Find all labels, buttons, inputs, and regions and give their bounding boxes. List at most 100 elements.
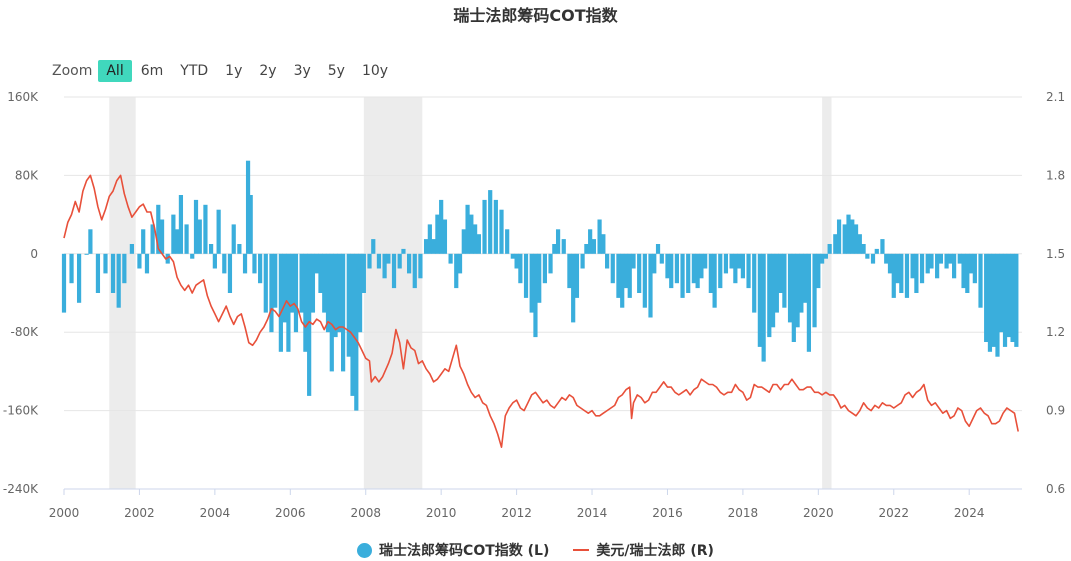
cot-bar [208,244,214,254]
cot-bar [957,253,962,264]
range-button-6m[interactable]: 6m [140,63,164,79]
x-tick-label: 2016 [652,506,683,520]
cot-bar [680,253,685,298]
legend-item-cot[interactable]: 瑞士法郎筹码COT指数 (L) [357,540,549,560]
cot-bar [1006,253,1011,338]
range-button-5y[interactable]: 5y [327,63,345,79]
cot-bar [493,199,498,254]
cot-bar [827,244,832,254]
cot-bar [791,253,796,342]
cot-bar [816,253,821,289]
cot-bar [69,253,74,284]
cot-bar [303,253,308,352]
cot-bar [391,253,397,289]
cot-bar [708,253,713,293]
cot-bar [310,253,316,313]
cot-bar [263,253,268,313]
cot-bar [282,253,287,323]
cot-bar [627,253,632,298]
right-y-axis: 2.1 1.8 1.5 1.2 0.9 0.6 [1046,90,1065,496]
cot-bar [542,253,547,284]
cot-bar [325,253,331,333]
cot-bar [376,253,382,269]
cot-bar [322,253,327,313]
cot-bar [473,224,478,254]
cot-bar [227,253,233,293]
cot-bar [171,214,176,254]
chart-title: 瑞士法郎筹码COT指数 [453,6,618,25]
cot-bar [116,253,121,308]
cot-bar [76,253,82,303]
legend-label-cot: 瑞士法郎筹码COT指数 (L) [379,543,550,559]
x-tick-label: 2000 [49,506,80,520]
range-button-1y[interactable]: 1y [225,63,243,79]
cot-bar [476,234,481,254]
range-button-all[interactable]: All [98,60,132,82]
shaded-period-2 [822,97,832,489]
cot-bar [648,253,653,318]
cot-bar [122,253,127,284]
cot-bar [350,253,355,396]
cot-bar [242,253,248,274]
cot-bar [961,253,966,289]
cot-bar [637,253,642,293]
cot-bar [269,253,274,333]
cot-bar [252,253,257,274]
cot-bar [652,253,657,274]
shaded-periods [109,97,832,489]
right-y-tick-label: 2.1 [1046,90,1065,104]
cot-bar [865,253,870,259]
cot-bar [605,253,610,269]
right-y-tick-label: 1.2 [1046,325,1065,339]
legend-label-usdchf: 美元/瑞士法郎 (R) [596,543,714,559]
cot-bar [914,253,919,293]
cot-bar [435,214,440,254]
cot-bar [803,253,808,303]
left-y-tick-label: -160K [3,404,39,418]
cot-bar [591,239,597,254]
cot-bar [616,253,621,298]
cot-bar [884,253,889,264]
cot-bar [665,253,670,279]
cot-bar [991,253,996,347]
cot-bar [895,253,900,284]
cot-bar [412,253,417,289]
cot-bar [823,253,828,259]
range-button-2y[interactable]: 2y [259,63,277,79]
cot-bar [314,253,319,274]
left-y-tick-label: 0 [30,247,38,261]
cot-bar [695,253,700,289]
cot-bar [84,253,89,255]
cot-bar [631,253,636,269]
cot-bar [361,253,366,293]
cot-bars-series [61,160,1019,411]
cot-bar [165,253,170,264]
usdchf-line-series [63,174,1019,448]
legend: 瑞士法郎筹码COT指数 (L) 美元/瑞士法郎 (R) [0,540,1071,560]
cot-bar [899,253,904,293]
cot-bar [222,253,227,274]
x-tick-label: 2022 [878,506,909,520]
cot-bar [929,253,934,269]
range-button-ytd[interactable]: YTD [180,63,209,79]
x-tick-label: 2010 [426,506,457,520]
cot-bar [465,204,470,254]
cot-bar [984,253,989,342]
cot-bar [552,244,557,254]
cot-bar [357,253,363,333]
cot-bar [137,253,142,269]
cot-bar [935,253,940,279]
cot-bar [904,253,910,298]
x-tick-label: 2006 [275,506,306,520]
legend-item-usdchf[interactable]: 美元/瑞士法郎 (R) [573,540,714,560]
cot-bar [514,253,519,269]
range-button-3y[interactable]: 3y [293,63,311,79]
cot-bar [857,234,862,254]
cot-bar [642,253,647,308]
cot-bar [333,253,338,338]
cot-bar [623,253,629,289]
range-button-10y[interactable]: 10y [361,63,389,79]
cot-bar [703,253,708,269]
cot-bar [193,199,199,254]
cot-bar [757,253,762,347]
